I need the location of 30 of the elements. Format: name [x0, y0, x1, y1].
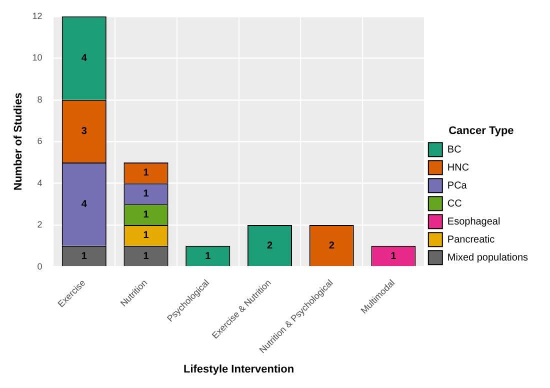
y-tick-label: 12	[32, 10, 42, 21]
legend-label: Pancreatic	[447, 234, 495, 246]
data-label: 1	[143, 250, 150, 262]
data-label: 3	[81, 126, 88, 137]
legend-title: Cancer Type	[448, 124, 514, 137]
x-axis-title: Lifestyle Intervention	[183, 363, 294, 376]
y-tick-label: 10	[32, 52, 42, 63]
data-label: 1	[205, 250, 212, 262]
data-label: 1	[143, 188, 150, 200]
y-tick-label: 4	[37, 178, 42, 188]
data-label: 1	[143, 230, 150, 242]
legend-label: Mixed populations	[447, 252, 528, 264]
data-label: 1	[143, 209, 150, 220]
legend-label: Esophageal	[447, 216, 500, 228]
data-label: 4	[81, 198, 88, 210]
data-label: 1	[390, 250, 397, 262]
y-tick-label: 0	[37, 261, 42, 272]
legend-label: PCa	[447, 180, 468, 192]
y-tick-label: 8	[37, 94, 42, 104]
legend-label: HNC	[447, 162, 470, 174]
y-tick-label: 2	[37, 220, 42, 230]
y-axis-title: Number of Studies	[12, 92, 25, 190]
legend-label: CC	[447, 198, 462, 210]
data-label: 2	[266, 240, 273, 252]
data-label: 2	[328, 240, 335, 252]
y-tick-label: 6	[37, 136, 42, 146]
data-label: 4	[81, 52, 88, 64]
data-label: 1	[81, 250, 88, 262]
data-label: 1	[143, 168, 150, 179]
legend-label: BC	[447, 144, 462, 156]
